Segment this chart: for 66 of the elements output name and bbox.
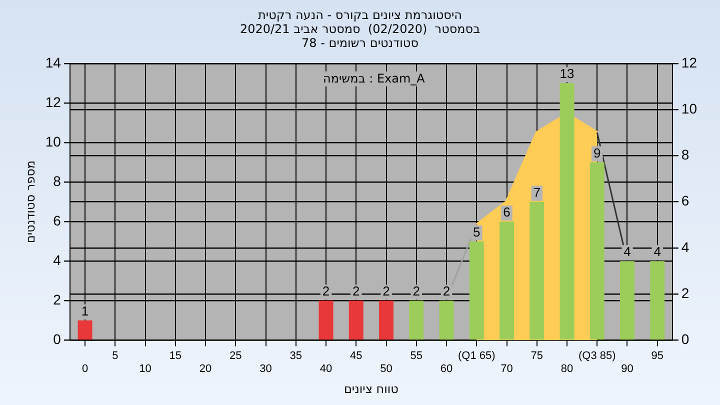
y2-tick-label: 8 [681,146,690,163]
x-tick-label: 10 [139,363,152,376]
data-label: 1 [81,304,89,319]
x-tick-label: 40 [320,363,332,376]
data-label: 2 [442,284,450,299]
x-tick-label: 25 [230,350,242,362]
x-tick-label: (Q3 85) [578,350,616,362]
data-label: 2 [352,284,360,299]
chart-subtitle: בסמסטר (02/2020) סמסטר אביב 2020/21 סטודנטים רשומים - 78 [238,22,482,50]
x-tick-label: 95 [651,350,664,362]
data-label: 2 [382,284,390,299]
data-label: 4 [654,244,661,260]
bar [620,261,634,340]
data-label: 5 [473,224,480,240]
y-tick-label: 2 [53,292,62,308]
y-tick-label: 10 [45,133,62,150]
data-label: 2 [412,284,420,299]
x-tick-label: 0 [82,363,88,376]
data-label: 2 [322,284,330,299]
bar [650,261,665,340]
y-tick-label: 14 [45,54,62,70]
bar [469,241,484,340]
data-label: 4 [624,244,631,260]
x-tick-label: 90 [621,363,634,376]
bar [560,83,574,340]
data-label: 9 [594,145,601,160]
x-tick-label: 35 [290,350,302,362]
x-tick-label: 75 [530,350,543,362]
y2-tick-label: 4 [681,238,690,255]
bar [590,162,604,340]
x-tick-label: 55 [410,350,423,362]
y-axis-title: מספר סטודנטים [23,160,38,244]
bar [318,300,334,340]
bar [500,222,514,340]
y2-tick-label: 2 [681,284,690,301]
x-tick-label: 80 [560,363,574,376]
x-tick-label: 15 [169,350,182,362]
x-tick-label: (Q1 65) [458,350,496,362]
x-tick-label: 5 [112,350,118,362]
y-tick-label: 8 [53,172,62,189]
y-tick-label: 12 [45,94,62,110]
bar [530,202,544,340]
x-tick-label: 60 [440,363,453,376]
y2-tick-label: 0 [681,331,690,348]
x-tick-label: 45 [350,350,362,362]
chart-title: היסטוגרמת ציונים בקורס - הנעה רקטית [257,8,463,22]
y-tick-label: 6 [53,212,62,228]
x-tick-label: 20 [199,363,212,376]
y-tick-label: 4 [53,252,62,268]
x-tick-label: 30 [260,363,272,376]
bar [409,300,424,340]
bar [348,300,364,340]
data-label: 7 [533,184,540,200]
x-tick-label: 70 [500,363,513,376]
y2-tick-label: 12 [681,54,698,70]
bar [78,320,92,340]
y2-tick-label: 10 [681,100,698,116]
data-label: 6 [503,204,510,220]
annotation: במשימה : Exam_A [323,72,426,86]
y2-tick-label: 6 [681,192,690,209]
x-axis-title: טווח ציונים [344,382,399,396]
data-label: 13 [560,66,574,82]
x-tick-label: 50 [380,363,392,376]
bar [439,300,454,340]
y-tick-label: 0 [53,331,62,348]
bar [379,300,394,340]
